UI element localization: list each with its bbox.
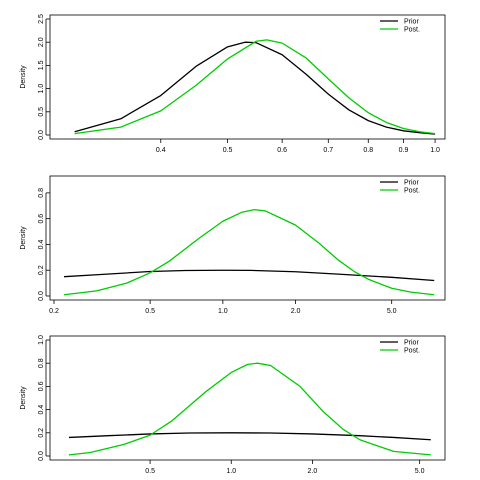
y-tick-label: 0.6 [38, 214, 45, 224]
x-tick-label: 2.0 [291, 308, 301, 315]
series-line-post [74, 39, 436, 135]
plot-frame [49, 14, 446, 140]
y-tick-label: 0.4 [38, 405, 45, 415]
y-tick-label: 0.0 [38, 130, 45, 140]
y-tick-label: 1.5 [38, 60, 45, 70]
y-tick-label: 1.0 [38, 335, 45, 345]
series-line-prior [63, 269, 435, 282]
y-axis-label: Density [20, 386, 27, 410]
chart-panel-3: 0.0 0.2 0.4 0.6 0.8 1.0 Density 0.5 1.0 2.0 5.0 Pri… [20, 335, 446, 475]
series-line-prior [68, 432, 431, 441]
x-tick-label: 0.5 [145, 308, 155, 315]
x-tick-label: 2.0 [308, 468, 318, 475]
x-tick-label: 1.0 [226, 468, 236, 475]
chart-panel-1: 0.0 0.5 1.0 1.5 2.0 2.5 Density 0.4 0.5 0.6 0.7 0.8… [20, 14, 446, 154]
x-tick-label: 1.0 [430, 147, 440, 154]
y-tick-label: 0.6 [38, 381, 45, 391]
legend-label: Prior [404, 180, 419, 187]
legend-label: Post. [404, 348, 420, 355]
y-tick-label: 0.5 [38, 107, 45, 117]
x-tick-label: 5.0 [387, 308, 397, 315]
series-line-prior [74, 41, 436, 135]
y-axis-label: Density [20, 65, 27, 89]
x-tick-label: 5.0 [415, 468, 425, 475]
x-tick-label: 1.0 [218, 308, 228, 315]
x-tick-label: 0.8 [363, 147, 373, 154]
y-tick-label: 0.2 [38, 428, 45, 438]
y-tick-label: 0.4 [38, 239, 45, 249]
y-tick-label: 2.5 [38, 14, 45, 24]
legend-label: Prior [404, 340, 419, 347]
y-tick-label: 0.2 [38, 265, 45, 275]
x-tick-label: 0.4 [156, 147, 166, 154]
series-line-post [68, 362, 431, 456]
x-tick-label: 0.9 [399, 147, 409, 154]
y-tick-label: 2.0 [38, 37, 45, 47]
legend-label: Prior [404, 19, 419, 26]
legend-label: Post. [404, 188, 420, 195]
plot-frame [49, 175, 446, 301]
y-tick-label: 0.8 [38, 358, 45, 368]
y-tick-label: 0.8 [38, 188, 45, 198]
x-tick-label: 0.6 [277, 147, 287, 154]
y-tick-label: 0.0 [38, 451, 45, 461]
x-tick-label: 0.2 [49, 308, 59, 315]
chart-panel-2: 0.0 0.2 0.4 0.6 0.8 Density 0.2 0.5 1.0 2.0 5.0 Pri… [20, 175, 446, 315]
y-tick-label: 0.0 [38, 291, 45, 301]
y-tick-label: 1.0 [38, 84, 45, 94]
x-tick-label: 0.7 [323, 147, 333, 154]
x-tick-label: 0.5 [145, 468, 155, 475]
plot-frame [49, 335, 446, 461]
legend-label: Post. [404, 27, 420, 34]
series-line-post [63, 208, 435, 296]
y-axis-label: Density [20, 226, 27, 250]
x-tick-label: 0.5 [223, 147, 233, 154]
